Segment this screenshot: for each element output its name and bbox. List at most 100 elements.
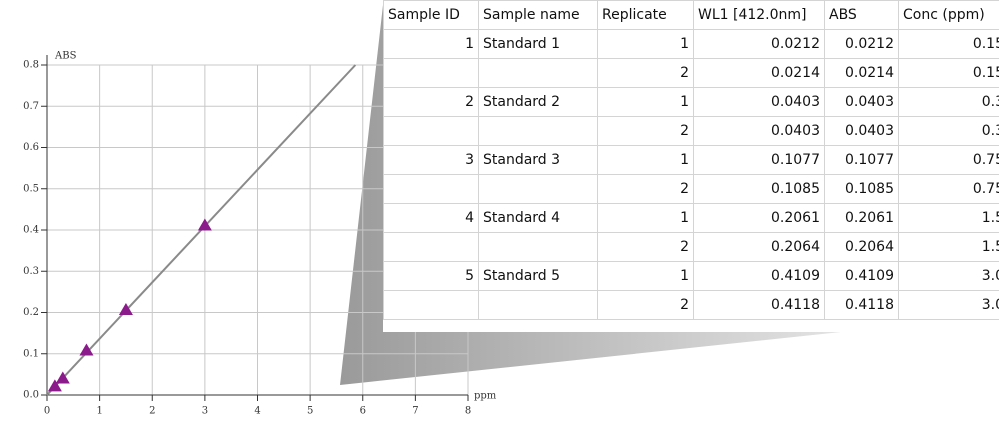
table-cell bbox=[383, 174, 479, 204]
table-cell: 1 bbox=[597, 145, 694, 175]
table-cell bbox=[478, 58, 598, 88]
table-cell: 0.1085 bbox=[824, 174, 899, 204]
column-header: Conc (ppm) bbox=[898, 0, 999, 30]
table-cell: Standard 1 bbox=[478, 29, 598, 59]
y-tick-label: 0.6 bbox=[23, 142, 39, 153]
table-cell: 2 bbox=[597, 232, 694, 262]
table-cell bbox=[478, 290, 598, 320]
table-cell: 3.0 bbox=[898, 290, 999, 320]
table-cell: 0.1077 bbox=[693, 145, 825, 175]
table-cell: 0.0403 bbox=[693, 87, 825, 117]
table-cell bbox=[478, 232, 598, 262]
table-cell: 2 bbox=[597, 174, 694, 204]
table-cell: 0.75 bbox=[898, 145, 999, 175]
table-cell bbox=[383, 290, 479, 320]
table-cell: 1 bbox=[597, 261, 694, 291]
table-cell: 4 bbox=[383, 203, 479, 233]
column-header: Replicate bbox=[597, 0, 694, 30]
table-cell: 2 bbox=[383, 87, 479, 117]
column-header: Sample ID bbox=[383, 0, 479, 30]
table-cell bbox=[383, 58, 479, 88]
table-cell: 1.5 bbox=[898, 203, 999, 233]
y-tick-label: 0.0 bbox=[23, 390, 39, 401]
y-axis-label: ABS bbox=[54, 51, 77, 62]
y-tick-label: 0.4 bbox=[23, 225, 39, 236]
y-tick-label: 0.1 bbox=[23, 348, 39, 359]
x-tick-label: 3 bbox=[202, 406, 208, 417]
table-cell: 3.0 bbox=[898, 261, 999, 291]
table-cell bbox=[383, 116, 479, 146]
column-header: Sample name bbox=[478, 0, 598, 30]
y-tick-label: 0.7 bbox=[23, 101, 39, 112]
y-tick-label: 0.3 bbox=[23, 266, 39, 277]
table-cell: Standard 5 bbox=[478, 261, 598, 291]
x-tick-label: 0 bbox=[44, 406, 50, 417]
table-cell: Standard 4 bbox=[478, 203, 598, 233]
table-cell: 1 bbox=[597, 203, 694, 233]
table-cell: 2 bbox=[597, 58, 694, 88]
table-cell bbox=[383, 232, 479, 262]
table-cell: 0.0212 bbox=[693, 29, 825, 59]
data-point bbox=[47, 379, 62, 392]
table-cell: 0.0214 bbox=[824, 58, 899, 88]
table-cell: 0.2061 bbox=[824, 203, 899, 233]
data-point bbox=[79, 343, 94, 356]
table-cell: 0.0403 bbox=[693, 116, 825, 146]
table-cell: 0.15 bbox=[898, 29, 999, 59]
table-cell: 0.4118 bbox=[693, 290, 825, 320]
table-cell: Standard 2 bbox=[478, 87, 598, 117]
table-cell: 2 bbox=[597, 116, 694, 146]
y-tick-label: 0.2 bbox=[23, 307, 39, 318]
data-point bbox=[55, 371, 70, 384]
zoom-wedge bbox=[340, 5, 860, 385]
table-cell: 0.4118 bbox=[824, 290, 899, 320]
table-cell: 0.0403 bbox=[824, 87, 899, 117]
table-cell: 0.75 bbox=[898, 174, 999, 204]
data-point bbox=[197, 218, 212, 231]
x-tick-label: 8 bbox=[465, 406, 471, 417]
table-cell: 0.2064 bbox=[824, 232, 899, 262]
results-table-wrap: Sample ID Sample name Replicate WL1 [412.0n… bbox=[383, 0, 999, 332]
x-tick-label: 4 bbox=[254, 406, 260, 417]
table-cell: 0.3 bbox=[898, 87, 999, 117]
table-cell: 2 bbox=[597, 290, 694, 320]
x-tick-label: 6 bbox=[360, 406, 366, 417]
table-cell: 0.1085 bbox=[693, 174, 825, 204]
table-cell bbox=[478, 174, 598, 204]
results-table: Sample ID Sample name Replicate WL1 [412.0n… bbox=[383, 0, 999, 320]
table-cell: 0.0403 bbox=[824, 116, 899, 146]
table-cell: 0.1077 bbox=[824, 145, 899, 175]
table-cell: 3 bbox=[383, 145, 479, 175]
x-tick-label: 2 bbox=[149, 406, 155, 417]
x-tick-label: 5 bbox=[307, 406, 313, 417]
column-header: WL1 [412.0nm] bbox=[693, 0, 825, 30]
data-point bbox=[118, 303, 133, 316]
y-tick-label: 0.8 bbox=[23, 60, 39, 71]
table-cell: 0.4109 bbox=[693, 261, 825, 291]
table-cell: 0.2061 bbox=[693, 203, 825, 233]
x-tick-label: 7 bbox=[412, 406, 418, 417]
table-cell: 1 bbox=[597, 29, 694, 59]
table-cell: 1 bbox=[597, 87, 694, 117]
table-cell: 0.4109 bbox=[824, 261, 899, 291]
table-cell: Standard 3 bbox=[478, 145, 598, 175]
table-cell: 0.2064 bbox=[693, 232, 825, 262]
x-tick-label: 1 bbox=[96, 406, 102, 417]
table-cell: 0.0214 bbox=[693, 58, 825, 88]
y-tick-label: 0.5 bbox=[23, 183, 39, 194]
table-cell bbox=[478, 116, 598, 146]
table-cell: 5 bbox=[383, 261, 479, 291]
table-cell: 0.0212 bbox=[824, 29, 899, 59]
table-cell: 1.5 bbox=[898, 232, 999, 262]
table-cell: 1 bbox=[383, 29, 479, 59]
